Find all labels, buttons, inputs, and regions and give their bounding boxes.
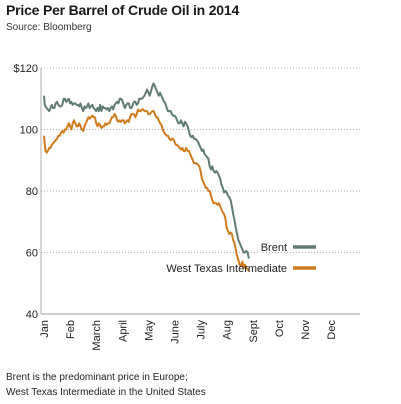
legend: Brent West Texas Intermediate bbox=[166, 242, 316, 275]
x-tick-label: Dec bbox=[326, 320, 338, 340]
y-tick-label: 80 bbox=[26, 186, 38, 198]
x-tick-label: July bbox=[196, 320, 208, 340]
y-tick-label: 60 bbox=[26, 248, 38, 260]
x-tick-label: June bbox=[170, 320, 182, 344]
x-tick-label: Oct bbox=[274, 320, 286, 337]
grid-lines bbox=[40, 67, 360, 315]
footnote-line-1: Brent is the predominant price in Europe… bbox=[6, 372, 188, 383]
x-tick-label: Sept bbox=[248, 320, 260, 343]
x-tick-label: Nov bbox=[300, 320, 312, 340]
x-axis: Jan Feb March April May June July Aug Sept Oct Nov… bbox=[39, 320, 338, 351]
chart-title: Price Per Barrel of Crude Oil in 2014 bbox=[6, 2, 240, 18]
x-tick-label: Aug bbox=[222, 320, 234, 340]
y-axis: 40 60 80 100 $120 bbox=[14, 63, 38, 321]
series-line-brent bbox=[43, 82, 250, 259]
x-tick-label: March bbox=[91, 320, 103, 351]
x-tick-label: May bbox=[143, 320, 155, 341]
footnote-line-2: West Texas Intermediate in the United St… bbox=[6, 387, 206, 398]
y-tick-label: $120 bbox=[14, 63, 38, 75]
legend-label: West Texas Intermediate bbox=[166, 263, 287, 275]
series-lines bbox=[43, 82, 250, 272]
legend-label: Brent bbox=[261, 242, 287, 254]
y-tick-label: 100 bbox=[20, 125, 38, 137]
y-tick-label: 40 bbox=[26, 309, 38, 321]
series-line-wti bbox=[43, 108, 250, 272]
chart-source: Source: Bloomberg bbox=[6, 22, 92, 33]
x-tick-label: Feb bbox=[65, 320, 77, 339]
x-tick-label: Jan bbox=[39, 320, 51, 338]
x-tick-label: April bbox=[117, 320, 129, 342]
